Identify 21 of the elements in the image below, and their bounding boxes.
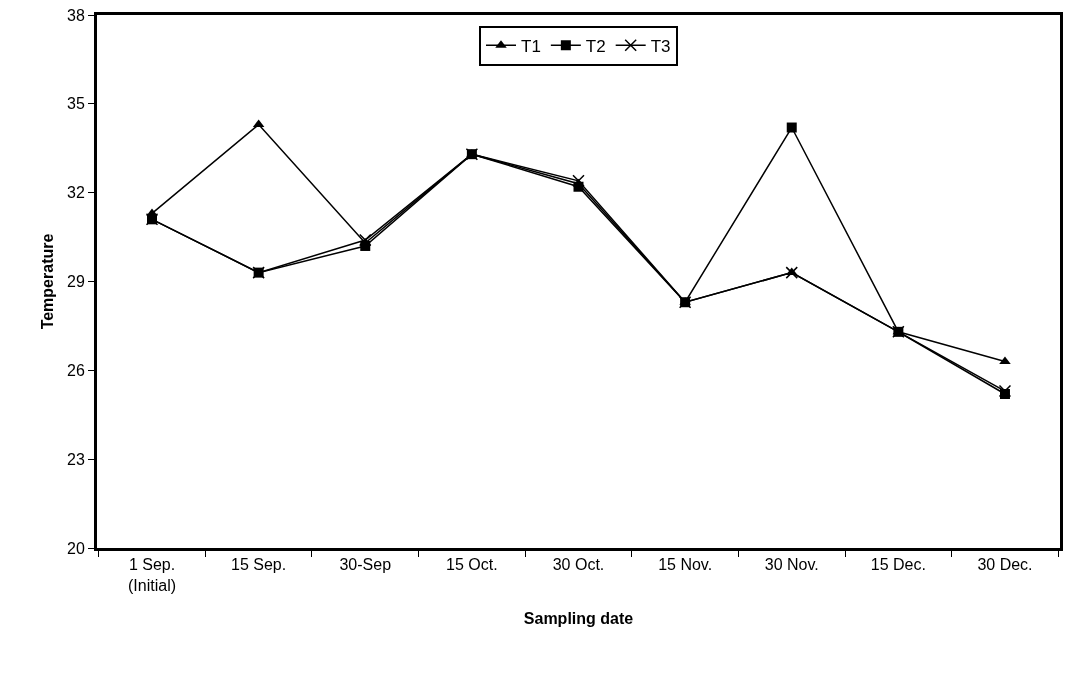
x-tick-label: 30-Sep [339,556,392,574]
x-tick-label: 30 Oct. [552,556,605,574]
legend-label: T2 [585,36,606,56]
y-tick-label: 35 [67,95,85,113]
y-tick-label: 38 [67,6,85,24]
x-tick-label: 30 Nov. [764,556,819,574]
y-tick-label: 23 [67,450,85,468]
legend-label: T1 [521,36,541,56]
x-tick-label: 15 Dec. [870,556,926,574]
y-axis-title: Temperature [38,233,56,330]
y-tick-label: 29 [67,273,85,291]
y-tick-label: 26 [67,361,85,379]
x-axis-title: Sampling date [523,609,634,627]
y-tick-label: 32 [67,184,85,202]
x-tick-label: 15 Nov. [658,556,713,574]
x-tick-label: 15 Sep. [231,556,287,574]
legend-label: T3 [650,36,671,56]
x-tick-label: 1 Sep. (Initial) [128,556,177,594]
x-tick-label: 30 Dec. [977,556,1033,574]
x-tick-label: 15 Oct. [446,556,498,574]
y-tick-label: 20 [67,539,85,557]
